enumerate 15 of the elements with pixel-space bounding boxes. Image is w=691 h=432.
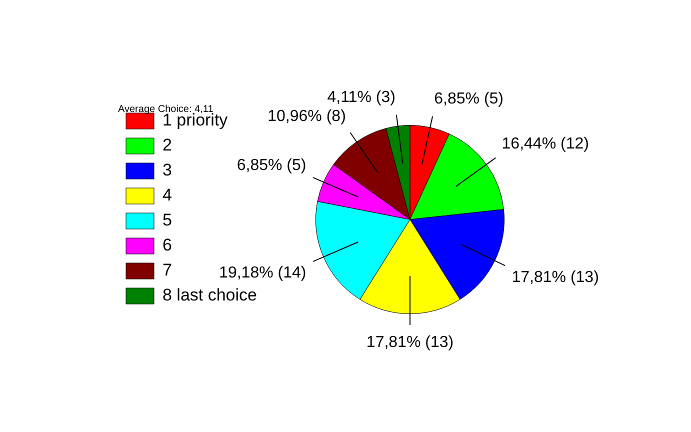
legend-label: 3 bbox=[162, 160, 172, 180]
data-label: 4,11% (3) bbox=[327, 88, 396, 106]
legend-label: 7 bbox=[162, 260, 172, 280]
data-label: 6,85% (5) bbox=[434, 90, 504, 108]
data-label: 6,85% (5) bbox=[236, 157, 306, 174]
legend-label: 2 bbox=[162, 136, 172, 155]
data-label: 16,44% (12) bbox=[502, 136, 589, 153]
data-label: 10,96% (8) bbox=[268, 108, 346, 126]
legend-label: 4 bbox=[162, 186, 172, 205]
legend-label: 8 last choice bbox=[162, 286, 257, 305]
legend-label: 6 bbox=[162, 236, 172, 255]
data-label: 17,81% (13) bbox=[366, 334, 454, 351]
data-label: 17,81% (13) bbox=[512, 269, 599, 286]
data-label: 19,18% (14) bbox=[219, 264, 306, 282]
legend-label: 5 bbox=[162, 210, 172, 230]
